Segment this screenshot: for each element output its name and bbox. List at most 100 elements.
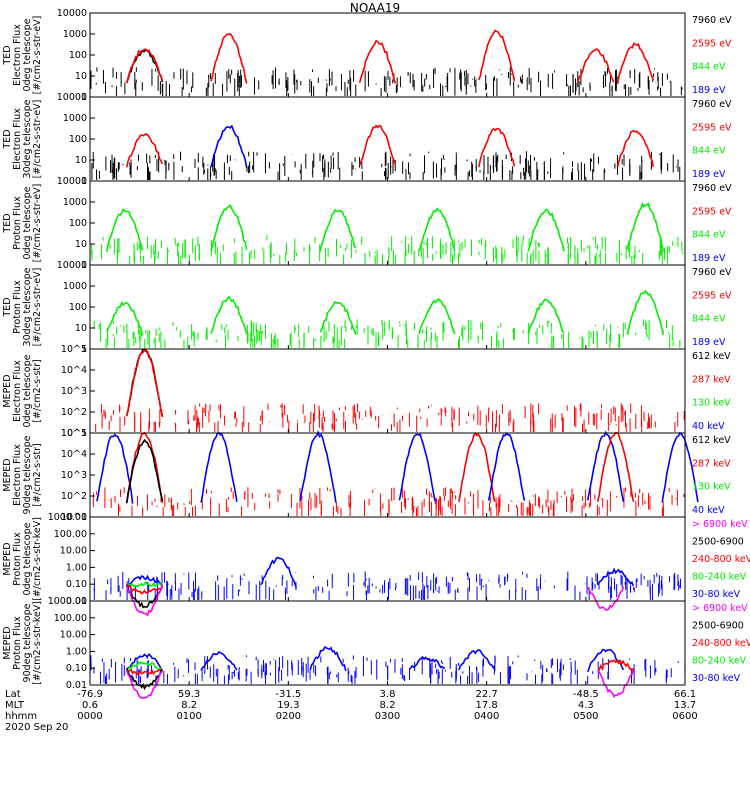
footer-value: 3.8 (380, 689, 396, 700)
flux-pass-7 (597, 567, 635, 587)
y-tick-label: 1 (81, 176, 87, 187)
flux-pass-6 (398, 433, 436, 502)
flux-pass-10 (596, 431, 635, 502)
legend-entry: 189 eV (692, 337, 726, 348)
flux-pass-6 (577, 48, 615, 83)
flux-pass-8 (587, 586, 625, 611)
y-tick-label: 10^1 (61, 512, 87, 523)
flux-pass-3 (210, 33, 248, 84)
y-tick-label: 100.00 (54, 613, 87, 624)
y-axis-label: Electron Flux (12, 360, 23, 422)
y-axis-label: MEPED (2, 626, 13, 659)
flux-pass-7 (616, 42, 655, 84)
y-axis-label: 90deg telescope (22, 603, 33, 682)
footer-value: 0300 (375, 711, 400, 722)
flux-pass-1 (125, 348, 164, 417)
flux-pass-5 (527, 208, 565, 252)
noise-spikes (89, 67, 683, 96)
legend-entry: 40 keV (692, 421, 725, 432)
legend-entry: 287 keV (692, 458, 731, 469)
flux-pass-6 (200, 650, 238, 671)
footer: Lat -76.9 59.3 -31.5 3.8 22.7 -48.5 66.1 MLT 0.6 8… (5, 689, 698, 733)
panel-1: 1 10 100 1000 10000 TED Electron Flux 0deg tele… (2, 8, 732, 103)
legend-entry: 287 keV (692, 374, 731, 385)
date-label: 2020 Sep 20 (5, 722, 68, 733)
flux-pass-10 (587, 648, 625, 673)
legend-entry: 7960 eV (692, 99, 732, 110)
footer-value: 0600 (672, 711, 697, 722)
noise-spikes (91, 151, 681, 180)
footer-value: 22.7 (476, 689, 498, 700)
footer-value: 66.1 (674, 689, 696, 700)
y-tick-label: 1000 (63, 197, 87, 208)
panel-frame (89, 264, 686, 350)
flux-pass-12 (597, 669, 635, 699)
legend-entry: 7960 eV (692, 267, 732, 278)
flux-pass-8 (408, 656, 446, 670)
legend-entry: 612 keV (692, 435, 731, 446)
legend-entry: 30-80 keV (692, 589, 741, 600)
panel-7: 0.01 0.10 1.00 10.00 100.00 1000.00 MEPED Proto… (2, 512, 750, 617)
flux-pass-2 (126, 660, 164, 673)
y-axis-label: TED (2, 297, 13, 317)
y-tick-label: 10^2 (61, 407, 87, 418)
y-axis-label: [#/cm2-s-str-keV] (32, 601, 43, 685)
panel-2: 1 10 100 1000 10000 TED Electron Flux 30deg tel… (2, 92, 732, 187)
legend-entry: 2500-6900 (692, 621, 744, 632)
legend-entry: 2595 eV (692, 290, 732, 301)
legend-entry: 240-800 keV (692, 554, 750, 565)
legend-entry: 189 eV (692, 85, 726, 96)
y-tick-label: 1000 (63, 281, 87, 292)
footer-value: 19.3 (277, 700, 299, 711)
y-tick-label: 1000 (63, 29, 87, 40)
y-axis-label: TED (2, 213, 13, 233)
y-axis-label: [#/cm2-s-str] (32, 359, 43, 422)
y-axis-label: Proton Flux (12, 532, 23, 586)
y-tick-label: 10000 (57, 92, 87, 103)
panel-4: 1 10 100 1000 10000 TED Proton Flux 30deg teles… (2, 260, 732, 355)
legend-entry: 7960 eV (692, 15, 732, 26)
footer-value: 13.7 (674, 700, 696, 711)
legend-entry: 7960 eV (692, 183, 732, 194)
legend-entry: 30-80 keV (692, 673, 741, 684)
flux-pass-6 (626, 201, 664, 252)
y-axis-label: [#/cm2-s-str-eV] (32, 184, 43, 263)
footer-value: 8.2 (181, 700, 197, 711)
y-tick-label: 10 (75, 239, 87, 250)
legend-entry: > 6900 keV (692, 603, 748, 614)
y-axis-label: 0deg telescope (22, 18, 33, 91)
y-tick-label: 1000 (63, 113, 87, 124)
footer-row-label: MLT (5, 700, 25, 711)
legend-entry: 2595 eV (692, 206, 732, 217)
y-axis-label: Proton Flux (12, 616, 23, 670)
legend-entry: 130 keV (692, 398, 731, 409)
y-axis-label: 30deg telescope (22, 99, 33, 178)
legend-entry: 80-240 keV (692, 572, 747, 583)
legend-entry: 844 eV (692, 230, 726, 241)
footer-value: -76.9 (77, 689, 103, 700)
y-tick-label: 1000.00 (48, 596, 87, 607)
y-tick-label: 10.00 (60, 546, 87, 557)
panel-6: 10^1 10^2 10^3 10^4 10^5 MEPED Electron Flux 90… (2, 428, 731, 523)
footer-value: 0000 (77, 711, 102, 722)
y-tick-label: 1.00 (66, 562, 87, 573)
y-tick-label: 10.00 (60, 630, 87, 641)
flux-pass-1 (106, 300, 144, 336)
y-tick-label: 10^4 (61, 365, 87, 376)
panel-5: 10^1 10^2 10^3 10^4 10^5 MEPED Electron Flux 0d… (2, 344, 731, 439)
y-tick-label: 0.10 (66, 579, 87, 590)
y-axis-label: 0deg telescope (22, 354, 33, 427)
flux-pass-6 (626, 289, 664, 336)
flux-pass-2 (210, 295, 248, 335)
flux-pass-9 (458, 649, 496, 671)
y-tick-label: 1 (81, 92, 87, 103)
flux-pass-3 (358, 124, 397, 166)
legend-entry: 844 eV (692, 62, 726, 73)
footer-row-label: hhmm (5, 711, 37, 722)
y-tick-label: 1.00 (66, 646, 87, 657)
y-axis-label: MEPED (2, 374, 13, 407)
flux-pass-4 (125, 668, 163, 691)
footer-value: 4.3 (578, 700, 594, 711)
flux-pass-5 (125, 584, 164, 617)
y-tick-label: 100 (69, 218, 87, 229)
